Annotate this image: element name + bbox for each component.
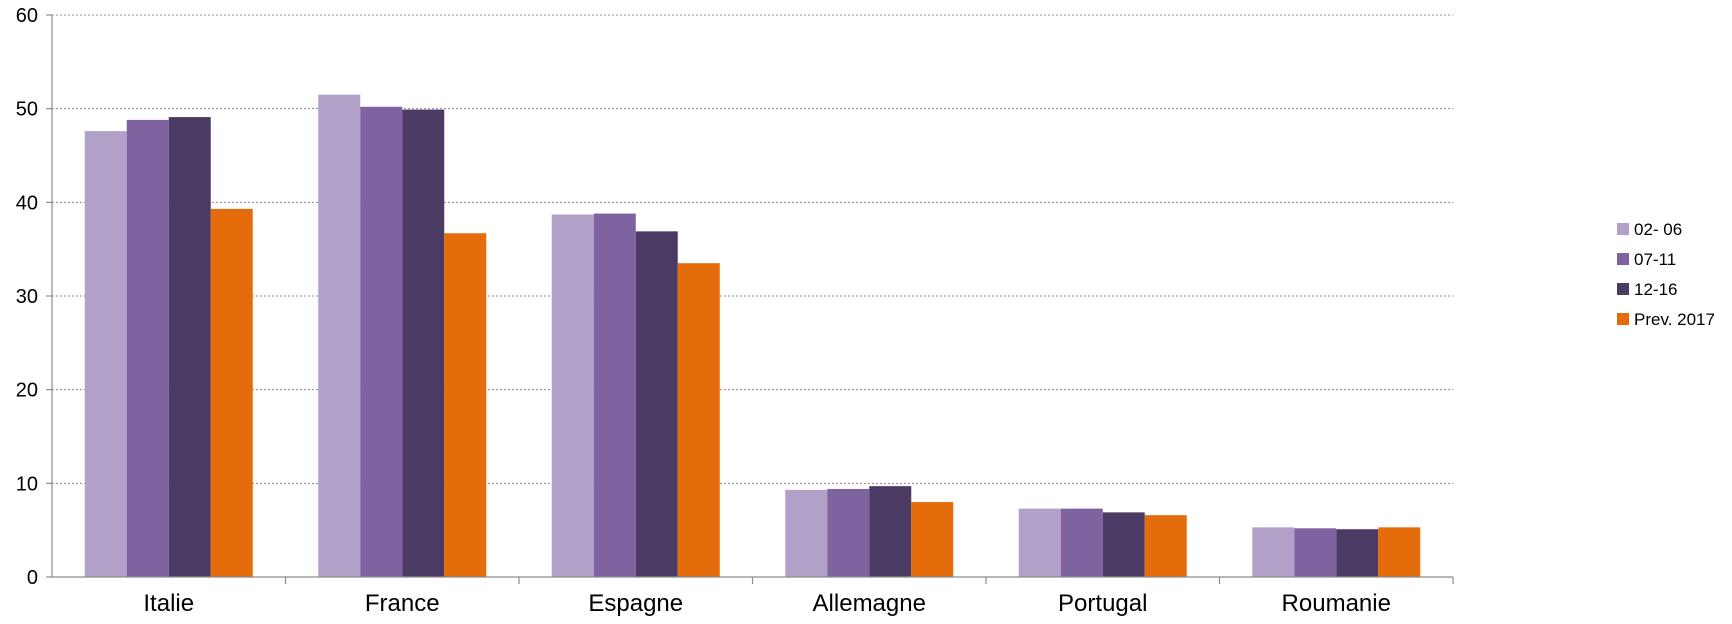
y-tick-label: 50 <box>16 99 38 121</box>
x-category-label: Portugal <box>1058 590 1147 617</box>
bar-allemagne-series-0 <box>785 489 828 577</box>
y-tick-label: 60 <box>16 5 38 27</box>
bar-allemagne-series-1 <box>827 488 870 577</box>
y-tick-label: 20 <box>16 380 38 402</box>
bar-portugal-series-2 <box>1102 512 1145 577</box>
legend: 02- 06 07-11 12-16 Prev. 2017 <box>1617 220 1715 329</box>
y-tick-label: 0 <box>27 567 38 589</box>
legend-label: 12-16 <box>1634 280 1677 299</box>
x-axis-labels: Italie France Espagne Allemagne Portugal Roum… <box>143 590 1391 617</box>
legend-label: 02- 06 <box>1634 220 1682 239</box>
bar-espagne-series-0 <box>551 214 594 577</box>
bar-roumanie-series-2 <box>1336 529 1379 577</box>
bar-france-series-1 <box>360 106 403 577</box>
bar-portugal-series-1 <box>1060 508 1103 577</box>
bar-italie-series-1 <box>126 119 169 577</box>
legend-swatch <box>1617 253 1629 265</box>
bar-italie-series-0 <box>84 131 127 577</box>
bar-roumanie-series-0 <box>1252 527 1295 577</box>
bar-roumanie-series-1 <box>1294 528 1337 577</box>
legend-label: 07-11 <box>1634 250 1676 269</box>
bar-portugal-series-3 <box>1144 515 1187 577</box>
y-axis-ticks: 0 10 20 30 40 50 60 <box>16 5 38 589</box>
x-category-label: Italie <box>143 590 194 617</box>
legend-swatch <box>1617 313 1629 325</box>
bar-portugal-series-0 <box>1018 508 1061 577</box>
x-category-label: Allemagne <box>813 590 926 617</box>
y-tick-label: 10 <box>16 473 38 495</box>
bar-france-series-3 <box>444 233 487 577</box>
x-category-label: France <box>365 590 440 617</box>
bars <box>84 94 1421 577</box>
axes <box>46 14 1454 584</box>
bar-espagne-series-2 <box>635 231 678 577</box>
x-category-label: Espagne <box>588 590 683 617</box>
gridlines <box>52 14 1453 484</box>
bar-allemagne-series-2 <box>869 486 912 577</box>
bar-france-series-0 <box>318 94 361 577</box>
x-category-label: Roumanie <box>1282 590 1391 617</box>
bar-italie-series-3 <box>210 208 253 577</box>
bar-france-series-2 <box>402 109 445 577</box>
bar-espagne-series-1 <box>593 213 636 577</box>
legend-label: Prev. 2017 <box>1634 310 1715 329</box>
bar-roumanie-series-3 <box>1378 527 1421 577</box>
y-tick-label: 40 <box>16 192 38 214</box>
bar-espagne-series-3 <box>677 263 720 577</box>
bar-italie-series-2 <box>168 117 211 577</box>
legend-swatch <box>1617 283 1629 295</box>
bar-allemagne-series-3 <box>911 502 954 577</box>
legend-swatch <box>1617 223 1629 235</box>
y-tick-label: 30 <box>16 286 38 308</box>
